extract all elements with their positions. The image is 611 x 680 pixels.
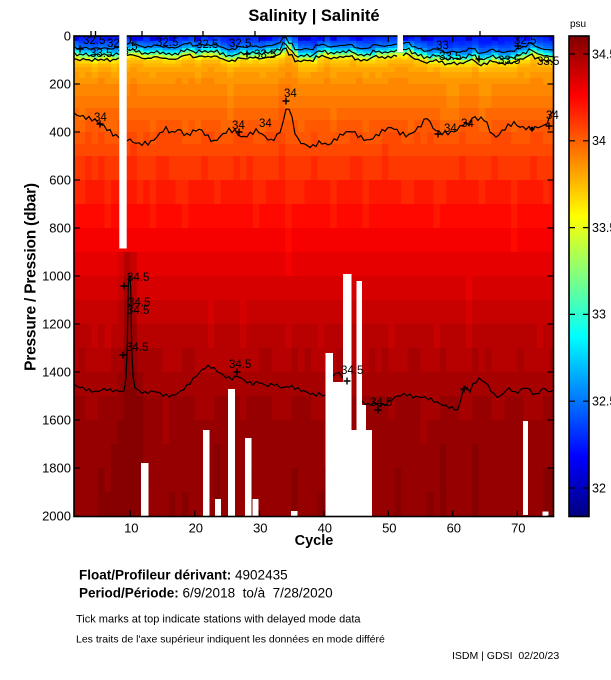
svg-text:33.5: 33.5 <box>498 55 520 67</box>
svg-text:32.5: 32.5 <box>514 35 536 47</box>
svg-text:30: 30 <box>253 521 267 536</box>
svg-text:1000: 1000 <box>42 269 71 284</box>
svg-text:600: 600 <box>49 173 71 188</box>
svg-text:34: 34 <box>259 118 272 130</box>
svg-text:32.5: 32.5 <box>196 39 218 51</box>
svg-text:33.5: 33.5 <box>254 49 276 61</box>
svg-text:32.5: 32.5 <box>156 37 178 49</box>
svg-text:32: 32 <box>592 481 606 495</box>
svg-text:50: 50 <box>382 521 396 536</box>
svg-text:Cycle: Cycle <box>295 533 334 549</box>
svg-text:34.5: 34.5 <box>370 397 392 409</box>
svg-text:200: 200 <box>49 77 71 92</box>
svg-text:33.5: 33.5 <box>90 48 112 60</box>
svg-text:70: 70 <box>511 521 525 536</box>
svg-text:34.5: 34.5 <box>229 359 251 371</box>
svg-text:34.5: 34.5 <box>592 47 611 61</box>
svg-text:Salinity | Salinité: Salinity | Salinité <box>248 7 379 25</box>
svg-text:34.5: 34.5 <box>128 297 150 309</box>
svg-text:34.5: 34.5 <box>341 365 363 377</box>
svg-text:33.5: 33.5 <box>592 221 611 235</box>
svg-text:34: 34 <box>592 134 606 148</box>
svg-text:34: 34 <box>444 123 457 135</box>
svg-text:34: 34 <box>461 118 474 130</box>
svg-text:33.5: 33.5 <box>439 51 461 63</box>
svg-text:1400: 1400 <box>42 365 71 380</box>
svg-text:ISDM | GDSI 02/20/23: ISDM | GDSI 02/20/23 <box>452 650 559 662</box>
svg-text:40: 40 <box>318 521 332 536</box>
svg-text:800: 800 <box>49 221 71 236</box>
svg-text:1800: 1800 <box>42 461 71 476</box>
svg-text:1600: 1600 <box>42 413 71 428</box>
svg-text:.5: .5 <box>128 41 138 53</box>
svg-text:34.5: 34.5 <box>126 342 148 354</box>
svg-text:10: 10 <box>124 521 138 536</box>
svg-text:33.5: 33.5 <box>537 56 559 68</box>
svg-text:400: 400 <box>49 125 71 140</box>
svg-text:psu: psu <box>570 19 586 30</box>
svg-text:32.5: 32.5 <box>229 38 251 50</box>
svg-text:Tick marks at top indicate sta: Tick marks at top indicate stations with… <box>76 614 361 626</box>
svg-text:60: 60 <box>447 521 461 536</box>
svg-text:20: 20 <box>189 521 203 536</box>
svg-text:34.5: 34.5 <box>127 305 149 317</box>
svg-text:34: 34 <box>284 88 297 100</box>
svg-text:34.5: 34.5 <box>127 272 149 284</box>
svg-text:34: 34 <box>232 120 245 132</box>
svg-text:Period/Période: 6/9/2018 to/à: Period/Période: 6/9/2018 to/à 7/28/2020 <box>79 586 333 601</box>
svg-text:Les traits de l'axe supérieur: Les traits de l'axe supérieur indiquent … <box>76 634 385 646</box>
svg-text:32: 32 <box>107 38 120 50</box>
svg-text:33: 33 <box>436 40 449 52</box>
svg-text:Float/Profileur dérivant: 4902: Float/Profileur dérivant: 4902435 <box>79 568 288 583</box>
svg-text:0: 0 <box>64 29 71 44</box>
svg-text:Pressure / Pression (dbar): Pressure / Pression (dbar) <box>23 183 40 371</box>
svg-text:2000: 2000 <box>42 509 71 524</box>
svg-text:32.5: 32.5 <box>83 35 105 47</box>
svg-text:33: 33 <box>592 308 606 322</box>
svg-text:34: 34 <box>94 112 107 124</box>
svg-text:1200: 1200 <box>42 317 71 332</box>
svg-text:32.5: 32.5 <box>592 395 611 409</box>
svg-text:34: 34 <box>546 110 559 122</box>
